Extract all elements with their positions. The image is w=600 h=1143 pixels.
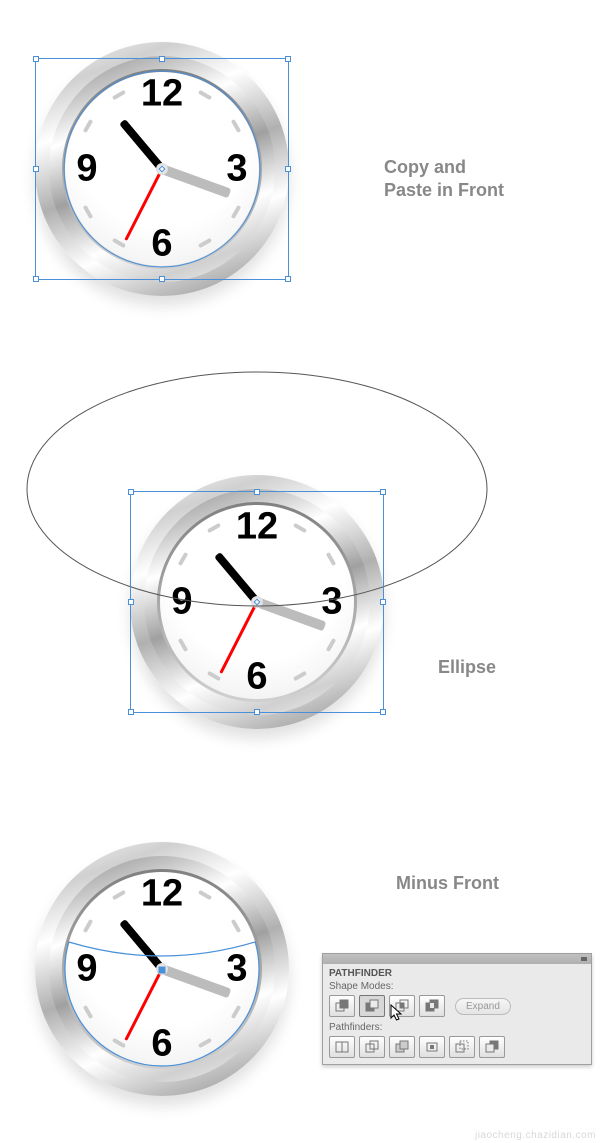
crop-button[interactable] [419,1036,445,1058]
step2-clock: 36912 [130,475,384,729]
watermark: jiaocheng.chazidian.com [475,1130,596,1141]
minus-back-button[interactable] [479,1036,505,1058]
step3-clock: 36912 [35,842,289,1096]
label-text: Copy and [384,157,466,177]
pathfinders-label: Pathfinders: [323,1020,591,1033]
shape-modes-row: Expand [323,992,591,1020]
intersect-button[interactable] [389,995,415,1017]
pathfinders-row [323,1033,591,1061]
shape-modes-label: Shape Modes: [323,979,591,992]
label-text: Paste in Front [384,180,504,200]
panel-tabbar[interactable] [323,954,591,964]
step3-label: Minus Front [396,872,499,895]
minus-front-button[interactable] [359,995,385,1017]
merge-button[interactable] [389,1036,415,1058]
expand-button[interactable]: Expand [455,998,511,1015]
panel-title: PATHFINDER [323,964,591,979]
exclude-button[interactable] [419,995,445,1017]
outline-button[interactable] [449,1036,475,1058]
step2-label: Ellipse [438,656,496,679]
step1-label: Copy and Paste in Front [384,156,504,203]
trim-button[interactable] [359,1036,385,1058]
unite-button[interactable] [329,995,355,1017]
step1-clock: 36912 [35,42,289,296]
divide-button[interactable] [329,1036,355,1058]
pathfinder-panel: PATHFINDER Shape Modes: Expand Pathfinde… [322,953,592,1065]
